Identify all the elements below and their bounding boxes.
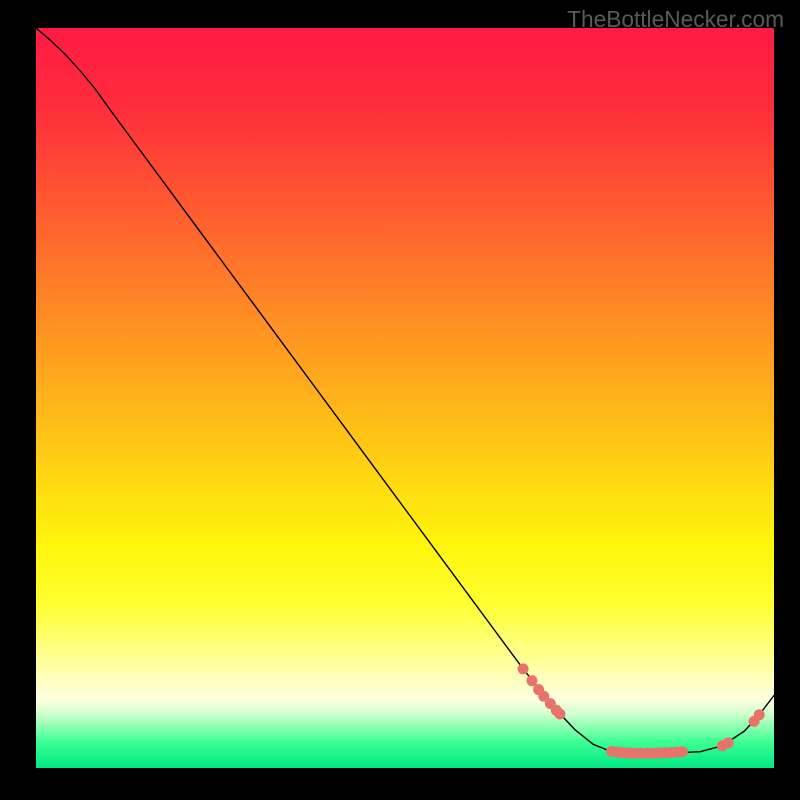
marker-point [754, 709, 765, 720]
marker-point [677, 746, 688, 757]
marker-point [723, 737, 734, 748]
marker-point [518, 663, 529, 674]
marker-point [554, 708, 565, 719]
bottleneck-curve [36, 28, 774, 753]
plot-area [36, 28, 774, 768]
chart-frame: TheBottleNecker.com [0, 0, 800, 800]
chart-overlay-svg [36, 28, 774, 768]
scatter-markers [518, 663, 765, 758]
watermark-text: TheBottleNecker.com [567, 6, 784, 33]
marker-point [526, 675, 537, 686]
